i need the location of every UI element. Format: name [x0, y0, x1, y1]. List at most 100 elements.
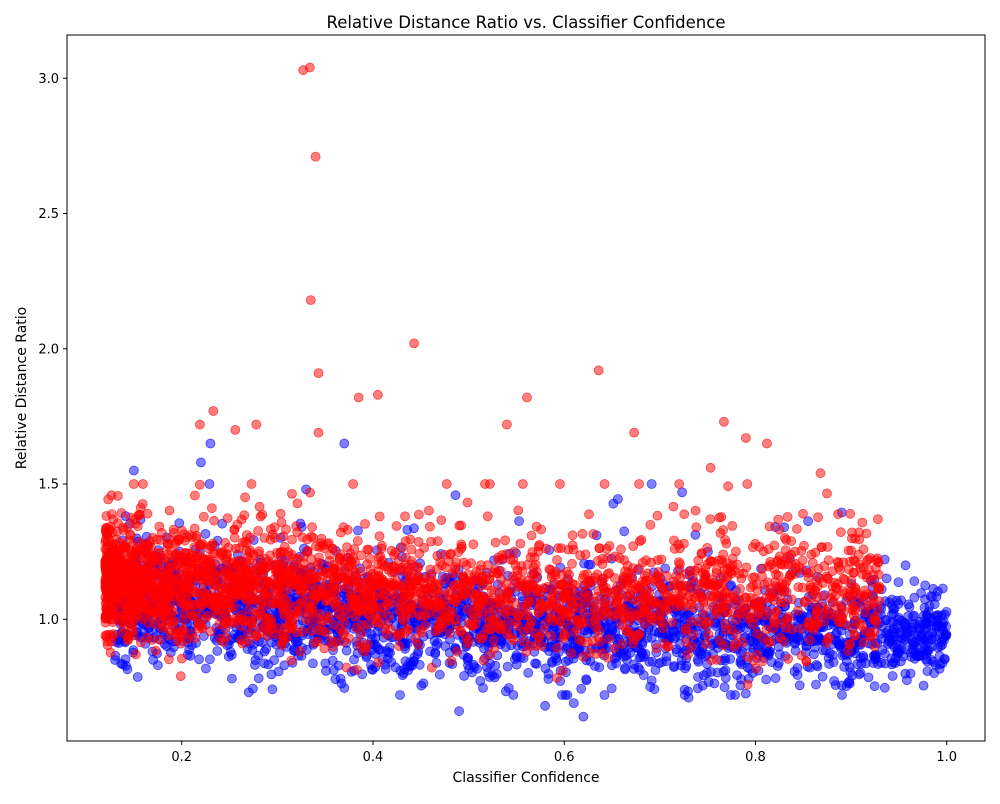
scatter-point — [503, 683, 514, 693]
scatter-point — [521, 646, 532, 657]
scatter-point — [533, 546, 544, 557]
scatter-point — [661, 651, 672, 662]
scatter-point — [705, 514, 716, 524]
scatter-point — [824, 659, 834, 669]
scatter-point — [646, 557, 657, 568]
scatter-point — [349, 654, 359, 665]
scatter-point-outlier — [454, 706, 465, 717]
scatter-point — [931, 591, 942, 602]
scatter-point — [351, 622, 362, 633]
scatter-point — [863, 672, 874, 683]
scatter-point — [479, 643, 489, 654]
scatter-point — [281, 632, 292, 643]
scatter-point — [200, 663, 211, 674]
scatter-point — [244, 604, 255, 615]
scatter-point — [127, 549, 137, 559]
scatter-point — [822, 488, 832, 499]
scatter-point — [275, 508, 286, 519]
scatter-point — [206, 503, 217, 514]
scatter-point — [567, 540, 578, 551]
scatter-point — [163, 654, 174, 665]
scatter-point — [418, 678, 429, 689]
scatter-point — [374, 552, 384, 563]
scatter-point — [593, 625, 604, 635]
scatter-point — [603, 652, 613, 663]
scatter-point — [907, 635, 917, 645]
scatter-point — [363, 619, 373, 630]
scatter-point — [761, 674, 772, 685]
scatter-point — [813, 512, 823, 523]
scatter-point — [567, 558, 577, 569]
scatter-point — [574, 603, 584, 614]
scatter-point — [691, 522, 702, 533]
scatter-point — [515, 538, 526, 549]
scatter-point — [720, 665, 731, 676]
scatter-point — [612, 581, 622, 592]
scatter-point — [524, 593, 535, 603]
scatter-point — [662, 641, 673, 652]
scatter-point — [243, 636, 254, 646]
scatter-point — [450, 490, 461, 501]
scatter-point — [373, 657, 384, 668]
scatter-point — [690, 578, 701, 589]
scatter-point — [527, 570, 537, 580]
scatter-point — [871, 617, 882, 628]
scatter-point — [646, 675, 657, 686]
scatter-point — [351, 582, 362, 593]
scatter-point — [365, 564, 376, 575]
scatter-point — [276, 517, 287, 528]
scatter-point — [649, 626, 660, 637]
scatter-point — [237, 621, 247, 632]
scatter-point-outlier — [195, 457, 206, 468]
scatter-point — [827, 650, 838, 660]
scatter-point — [844, 678, 855, 689]
scatter-point — [633, 596, 644, 606]
scatter-point — [634, 479, 644, 489]
scatter-point — [379, 623, 390, 634]
scatter-point — [478, 655, 489, 666]
scatter-point — [849, 630, 860, 641]
scatter-point — [440, 641, 451, 652]
scatter-point — [823, 555, 834, 566]
scatter-point — [811, 575, 822, 586]
scatter-point — [406, 601, 417, 611]
scatter-point — [588, 529, 599, 539]
scatter-point — [832, 557, 843, 567]
scatter-point — [116, 508, 127, 518]
scatter-point — [135, 637, 146, 648]
scatter-point-outlier — [148, 655, 159, 665]
scatter-point — [256, 593, 266, 604]
scatter-point — [220, 623, 231, 633]
scatter-point — [754, 541, 765, 552]
scatter-point — [526, 530, 537, 541]
scatter-point — [468, 539, 479, 550]
scatter-point — [900, 560, 911, 571]
scatter-point — [390, 662, 401, 673]
scatter-point — [721, 538, 732, 549]
scatter-point — [466, 558, 477, 569]
scatter-point — [780, 533, 790, 543]
scatter-point — [698, 597, 709, 608]
scatter-point — [812, 608, 822, 619]
scatter-point — [360, 519, 370, 529]
scatter-point — [910, 653, 920, 664]
scatter-point — [620, 664, 630, 675]
scatter-point — [642, 568, 653, 579]
scatter-point — [682, 649, 693, 660]
scatter-point — [680, 663, 690, 674]
scatter-point — [385, 648, 395, 658]
scatter-point — [719, 640, 729, 651]
scatter-point — [619, 526, 630, 537]
scatter-point — [794, 680, 805, 691]
scatter-point — [286, 655, 297, 666]
scatter-point — [436, 515, 447, 525]
scatter-point — [940, 609, 950, 620]
scatter-point — [483, 667, 494, 678]
scatter-point — [879, 682, 890, 693]
scatter-point — [668, 501, 679, 512]
scatter-point — [306, 625, 317, 636]
scatter-point — [892, 635, 903, 646]
scatter-point — [302, 534, 313, 545]
scatter-point — [747, 572, 758, 583]
scatter-point — [508, 690, 519, 700]
